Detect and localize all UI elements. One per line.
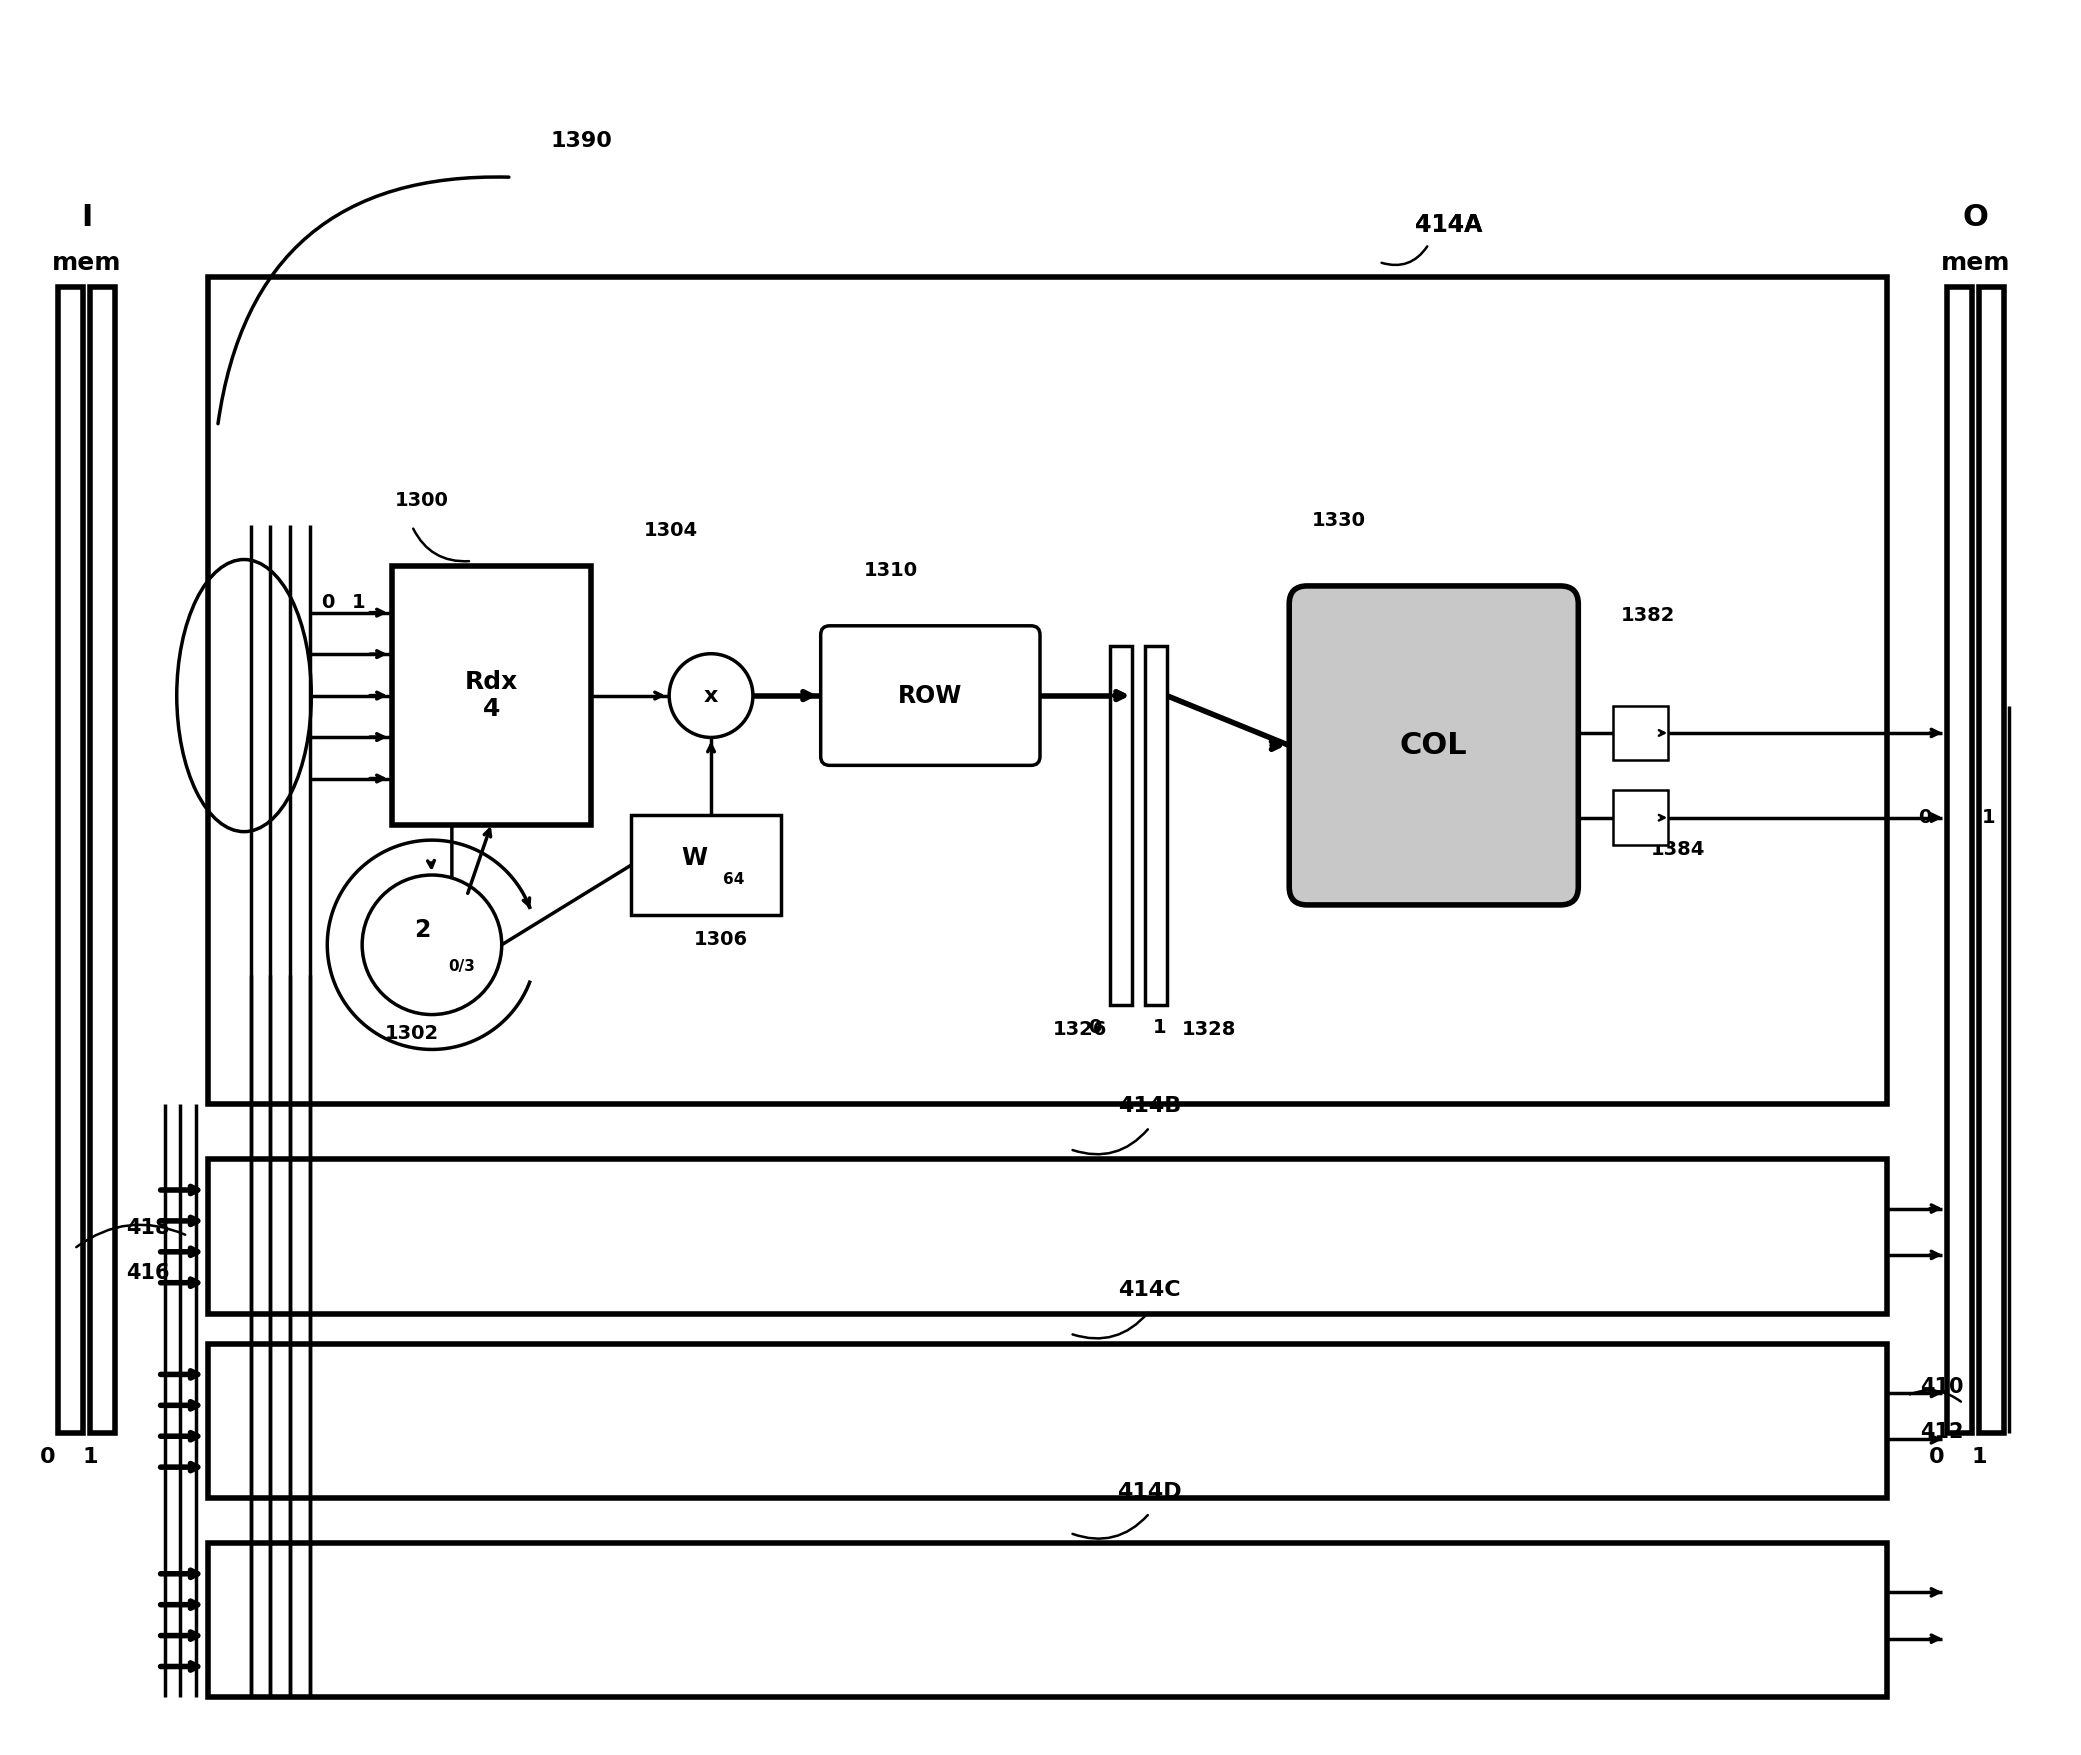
Text: 1310: 1310 (864, 562, 918, 579)
Text: I: I (81, 204, 92, 232)
Text: 1304: 1304 (645, 521, 699, 541)
Text: mem: mem (52, 251, 121, 276)
Text: 1: 1 (83, 1448, 98, 1467)
Circle shape (362, 876, 502, 1014)
Bar (208, 1344, 1887, 1499)
Text: 2: 2 (414, 918, 431, 942)
Bar (391, 567, 591, 825)
Bar (208, 1543, 1887, 1697)
Text: 414B: 414B (1117, 1097, 1182, 1116)
Text: COL: COL (1401, 730, 1467, 760)
Text: 414A: 414A (1415, 212, 1482, 237)
Text: 0: 0 (1919, 809, 1931, 827)
Text: O: O (1962, 204, 1989, 232)
FancyBboxPatch shape (820, 627, 1040, 765)
Text: 410: 410 (1921, 1378, 1964, 1397)
Text: 0: 0 (323, 593, 335, 612)
FancyBboxPatch shape (1290, 586, 1577, 906)
Text: 418: 418 (127, 1218, 169, 1237)
Text: 1326: 1326 (1053, 1020, 1107, 1039)
Bar (1613, 706, 1669, 760)
Text: 1384: 1384 (1650, 841, 1704, 858)
Text: ROW: ROW (899, 684, 964, 707)
Text: mem: mem (1942, 251, 2010, 276)
Text: 1300: 1300 (395, 491, 449, 511)
Text: W: W (680, 846, 708, 870)
Text: 416: 416 (127, 1264, 169, 1283)
Bar (208, 277, 1887, 1104)
Circle shape (670, 653, 753, 737)
Text: 0/3: 0/3 (447, 960, 474, 974)
Text: 1: 1 (1983, 809, 1996, 827)
Text: 1: 1 (352, 593, 364, 612)
Text: 1330: 1330 (1311, 511, 1365, 530)
Text: 414D: 414D (1117, 1481, 1182, 1502)
Text: 0: 0 (1088, 1018, 1101, 1037)
Bar (1109, 646, 1132, 1004)
Text: 414C: 414C (1117, 1279, 1180, 1300)
Text: Rdx
4: Rdx 4 (466, 670, 518, 721)
Text: 1390: 1390 (551, 132, 612, 151)
Bar (631, 816, 780, 914)
Bar (1613, 790, 1669, 846)
Bar (89, 286, 114, 1434)
Text: 64: 64 (724, 872, 745, 888)
Text: 1306: 1306 (693, 930, 747, 949)
Text: 1302: 1302 (385, 1025, 439, 1044)
Text: 0: 0 (1929, 1448, 1946, 1467)
Text: x: x (703, 686, 718, 706)
Text: 1: 1 (1153, 1018, 1167, 1037)
Bar (208, 1158, 1887, 1313)
Text: 1328: 1328 (1182, 1020, 1236, 1039)
Text: 1382: 1382 (1621, 605, 1675, 625)
Bar (1145, 646, 1167, 1004)
Bar (58, 286, 83, 1434)
Bar (1948, 286, 1973, 1434)
Text: 412: 412 (1921, 1422, 1964, 1443)
Text: 414A: 414A (1415, 212, 1482, 237)
Text: 0: 0 (40, 1448, 56, 1467)
Bar (1979, 286, 2004, 1434)
Text: 1: 1 (1971, 1448, 1987, 1467)
